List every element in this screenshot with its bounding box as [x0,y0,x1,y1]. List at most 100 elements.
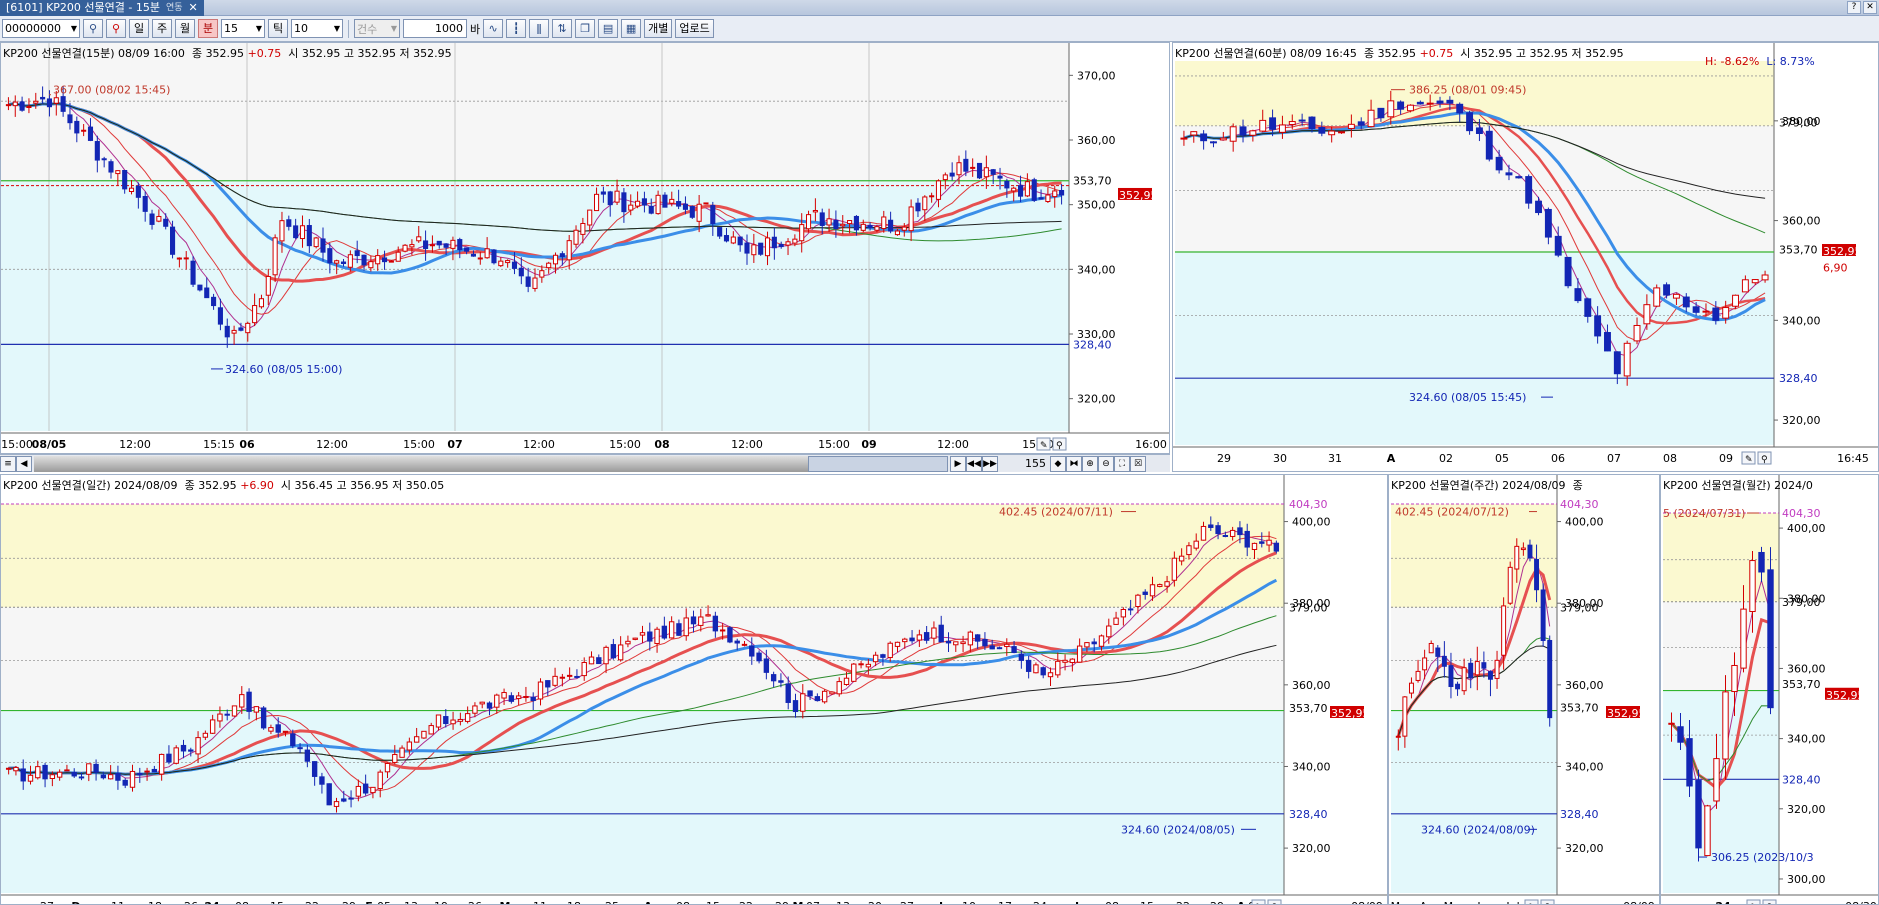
chart-panel-weekly[interactable]: 400,00 380,00 360,00 340,00 320,00 404,30 379,… [1388,474,1660,905]
candle-body [149,213,155,225]
candle-body [1672,293,1680,299]
chart-panel-daily[interactable]: 400,00 380,00 360,00 340,00 320,00 404,30 379,… [0,474,1388,905]
grid-icon[interactable]: ▦ [621,19,642,38]
magnify-glyph: ⚲ [1056,441,1063,451]
candle-body [1113,617,1119,625]
window-tab[interactable]: [6101] KP200 선물연결 - 15분 연동 ✕ [0,0,204,16]
chart-panel-monthly[interactable]: 400,00 380,00 360,00 340,00 320,00 300,00 404,… [1660,474,1879,905]
candle-body [1485,130,1493,160]
expand-icon[interactable]: ⛶ [1114,455,1130,472]
candle-chart-icon[interactable]: ┇ [506,19,527,38]
candle-body [1164,581,1170,587]
candle-body [799,224,805,242]
chart-canvas-15min[interactable]: 370,00 360,00 350,00 340,00 330,00 320,00 353,… [1,43,1170,454]
arrow-left-icon[interactable]: ◀ [16,455,32,472]
individual-button[interactable]: 개별 [644,19,673,38]
period-day-button[interactable]: 일 [129,19,149,38]
chart-canvas-monthly[interactable]: 400,00 380,00 360,00 340,00 320,00 300,00 404,… [1661,475,1879,905]
candle-body [744,242,750,254]
crosshair-icon[interactable]: ⊕ [1082,455,1098,472]
period-week-button[interactable]: 주 [152,19,172,38]
candle-body [260,707,267,729]
layout-icon[interactable]: ▤ [598,19,619,38]
bar-chart-icon[interactable]: ǁ [529,19,550,38]
rewind-icon[interactable]: ◀◀ [966,455,982,472]
y-tick-label: 400,00 [1787,522,1826,535]
current-price-tag: 352,95 [1119,189,1158,202]
tick-select[interactable]: 10 ▼ [291,19,343,38]
line-chart-icon[interactable]: ∿ [483,19,504,38]
candle-body [960,641,966,645]
zoom-in-icon[interactable]: ◆ [1050,455,1066,472]
forward-icon[interactable]: ▶▶ [982,455,998,472]
zoom-out-icon[interactable]: ⊖ [1098,455,1114,472]
search-icon[interactable]: ⚲ [83,19,103,38]
scroll-track[interactable] [34,455,948,472]
period-minute-button[interactable]: 분 [198,19,218,38]
candle-body [1273,542,1280,552]
find-icon[interactable]: ⚲ [106,19,126,38]
candle-body [812,209,818,213]
candle-body [1259,119,1267,132]
link-badge[interactable]: 연동 [165,3,183,13]
chart-panel-60min[interactable]: 380,00 360,00 340,00 320,00 379,00 353,70 352,… [1172,42,1879,472]
x-tick-label: 29 [775,900,789,905]
candle-body [1520,547,1526,551]
code-select[interactable]: 00000000 ▼ [2,19,80,38]
arrow-right-icon[interactable]: ▶ [950,455,966,472]
tab-close-icon[interactable]: ✕ [188,1,198,14]
candle-body [1278,124,1286,133]
candle-body [26,105,32,108]
close-icon[interactable]: ☒ [1130,455,1146,472]
price-label-box [1330,706,1364,718]
candle-body [1266,539,1272,546]
x-tick-label: 12:00 [731,438,763,451]
candle-body [64,769,70,772]
open-price: 356.45 [294,479,334,492]
chart-canvas-weekly[interactable]: 400,00 380,00 360,00 340,00 320,00 404,30 379,… [1389,475,1660,905]
fit-icon[interactable]: ⧓ [1066,455,1082,472]
candle-body [737,236,743,246]
candle-body [922,196,928,211]
chart-canvas-60min[interactable]: 380,00 360,00 340,00 320,00 379,00 353,70 352,… [1173,43,1879,472]
chart-scrollbar[interactable]: ≡ ◀ ▶ ◀◀ ▶▶ 155 ◆ ⧓ ⊕ ⊖ ⛶ ☒ [0,454,1170,472]
candle-body [1435,647,1441,657]
count-input[interactable]: 1000 [403,19,467,38]
help-button[interactable]: ? [1847,1,1861,14]
candle-body [319,776,325,785]
copy-icon[interactable]: ❐ [575,19,596,38]
close-label: 종 [184,479,195,492]
candle-body [785,241,791,246]
close-window-button[interactable]: ✕ [1863,1,1877,14]
tick-button[interactable]: 틱 [268,19,288,38]
visible-bar-count[interactable]: 155 [1025,456,1046,470]
candle-body [395,251,401,262]
candle-body [1004,643,1010,648]
candle-body [1481,662,1487,669]
candle-body [1025,659,1032,672]
candle-body [1740,608,1747,669]
compare-icon[interactable]: ⇅ [552,19,573,38]
chart-canvas-daily[interactable]: 400,00 380,00 360,00 340,00 320,00 404,30 379,… [1,475,1388,905]
period-month-button[interactable]: 월 [175,19,195,38]
count-type-select[interactable]: 건수 ▼ [354,19,400,38]
candle-body [1525,176,1533,204]
x-tick-label: 05 [1495,452,1509,465]
candle-body [144,770,150,773]
candle-body [1402,696,1408,737]
candle-body [530,696,536,702]
chart-panel-15min[interactable]: 370,00 360,00 350,00 340,00 330,00 320,00 353,… [0,42,1170,454]
low-price: 352.95 [413,47,452,60]
candle-body [647,631,653,642]
extreme-annotation: 402.45 (2024/07/12) [1395,506,1509,519]
candle-body [970,166,976,169]
scroll-thumb[interactable] [808,455,948,472]
candle-body [1613,351,1621,375]
upload-button[interactable]: 업로드 [675,19,714,38]
current-price-tag: 352,95 [1823,245,1862,258]
scroll-menu-icon[interactable]: ≡ [0,455,16,472]
interval-select[interactable]: 15 ▼ [221,19,265,38]
candle-body [1395,735,1401,738]
candle-body [1120,608,1127,618]
y-tick-label: 350,00 [1077,199,1116,212]
